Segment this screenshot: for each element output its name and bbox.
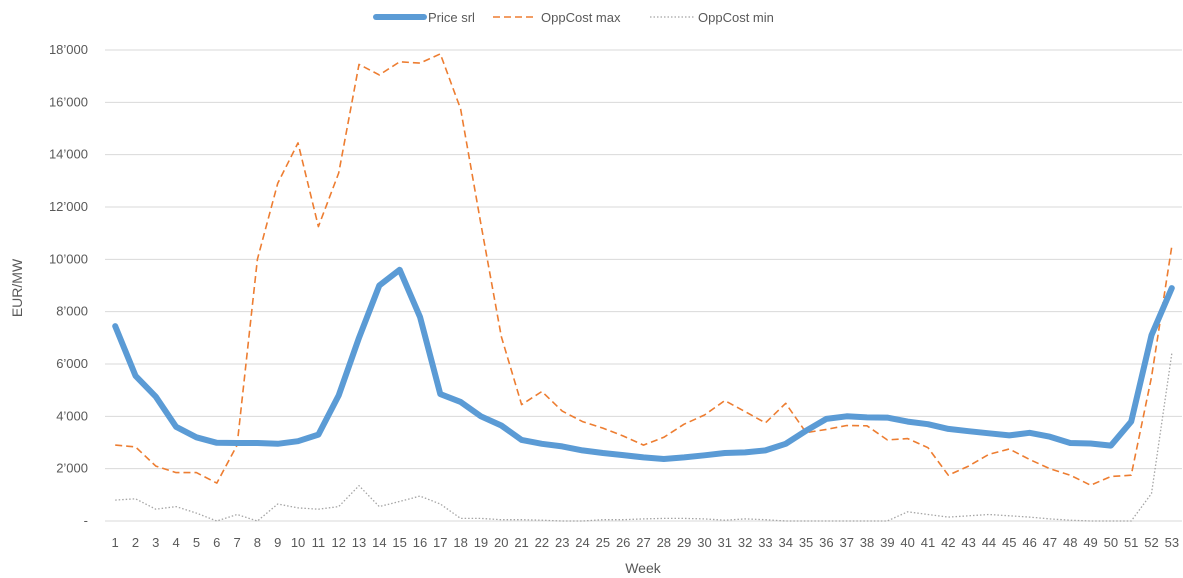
y-tick-label: 2’000 [56, 461, 88, 476]
x-tick-label: 4 [173, 535, 180, 550]
x-tick-label: 38 [860, 535, 874, 550]
horizontal-gridlines [105, 49, 1182, 522]
legend-item: Price srl [373, 10, 475, 25]
x-tick-label: 2 [132, 535, 139, 550]
legend-item: OppCost min [650, 10, 774, 25]
legend-label: OppCost max [541, 10, 621, 25]
y-axis-tick-labels: - 2’000 4’000 6’000 8’000 10’000 12’000 14’000 1… [49, 42, 88, 528]
y-tick-label: 4’000 [56, 408, 88, 423]
x-tick-label: 19 [474, 535, 488, 550]
x-tick-label: 20 [494, 535, 508, 550]
x-tick-label: 10 [291, 535, 305, 550]
x-tick-label: 36 [819, 535, 833, 550]
x-tick-label: 52 [1144, 535, 1158, 550]
y-tick-label: 14’000 [49, 147, 88, 162]
x-tick-label: 26 [616, 535, 630, 550]
x-tick-label: 39 [880, 535, 894, 550]
x-tick-label: 7 [233, 535, 240, 550]
x-tick-label: 5 [193, 535, 200, 550]
x-tick-label: 43 [961, 535, 975, 550]
x-tick-label: 34 [779, 535, 793, 550]
x-axis-tick-labels: 1 2 3 4 5 6 7 8 9 10 11 12 13 14 15 16 17 18 19 20 21 22 23 24 2… [112, 535, 1180, 550]
x-axis-title: Week [625, 560, 662, 576]
x-tick-label: 41 [921, 535, 935, 550]
y-tick-label: 10’000 [49, 251, 88, 266]
x-tick-label: 23 [555, 535, 569, 550]
x-tick-label: 25 [596, 535, 610, 550]
x-tick-label: 48 [1063, 535, 1077, 550]
legend-item: OppCost max [493, 10, 621, 25]
x-tick-label: 44 [982, 535, 996, 550]
x-tick-label: 33 [758, 535, 772, 550]
x-tick-label: 40 [900, 535, 914, 550]
x-tick-label: 1 [112, 535, 119, 550]
x-tick-label: 50 [1104, 535, 1118, 550]
x-tick-label: 51 [1124, 535, 1138, 550]
legend-label: Price srl [428, 10, 475, 25]
x-tick-label: 42 [941, 535, 955, 550]
x-tick-label: 14 [372, 535, 386, 550]
y-tick-label: 6’000 [56, 356, 88, 371]
x-tick-label: 27 [636, 535, 650, 550]
series-line-price-srl [112, 266, 1175, 462]
x-tick-label: 18 [453, 535, 467, 550]
x-tick-label: 46 [1022, 535, 1036, 550]
x-tick-label: 32 [738, 535, 752, 550]
x-tick-label: 28 [657, 535, 671, 550]
x-tick-label: 15 [392, 535, 406, 550]
y-tick-label: 16’000 [49, 94, 88, 109]
x-tick-label: 17 [433, 535, 447, 550]
x-tick-label: 49 [1083, 535, 1097, 550]
y-tick-label: 8’000 [56, 304, 88, 319]
x-tick-label: 9 [274, 535, 281, 550]
x-tick-label: 12 [331, 535, 345, 550]
x-tick-label: 37 [839, 535, 853, 550]
x-tick-label: 31 [718, 535, 732, 550]
x-tick-label: 6 [213, 535, 220, 550]
x-tick-label: 35 [799, 535, 813, 550]
x-tick-label: 11 [312, 535, 326, 550]
x-tick-label: 21 [514, 535, 528, 550]
x-tick-label: 3 [152, 535, 159, 550]
x-tick-label: 47 [1043, 535, 1057, 550]
x-tick-label: 29 [677, 535, 691, 550]
x-tick-label: 30 [697, 535, 711, 550]
y-tick-label: - [84, 513, 88, 528]
y-tick-label: 12’000 [49, 199, 88, 214]
x-tick-label: 24 [575, 535, 589, 550]
y-axis-title: EUR/MW [9, 258, 25, 317]
series-line-oppcost-min [115, 353, 1173, 522]
chart-legend: Price srl OppCost max OppCost min [373, 10, 774, 25]
x-tick-label: 13 [352, 535, 366, 550]
series-lines [112, 53, 1175, 522]
x-tick-label: 16 [413, 535, 427, 550]
legend-label: OppCost min [698, 10, 774, 25]
series-line-oppcost-max [115, 53, 1173, 487]
x-tick-label: 45 [1002, 535, 1016, 550]
y-tick-label: 18’000 [49, 42, 88, 57]
x-tick-label: 53 [1165, 535, 1179, 550]
x-tick-label: 8 [254, 535, 261, 550]
x-tick-label: 22 [535, 535, 549, 550]
